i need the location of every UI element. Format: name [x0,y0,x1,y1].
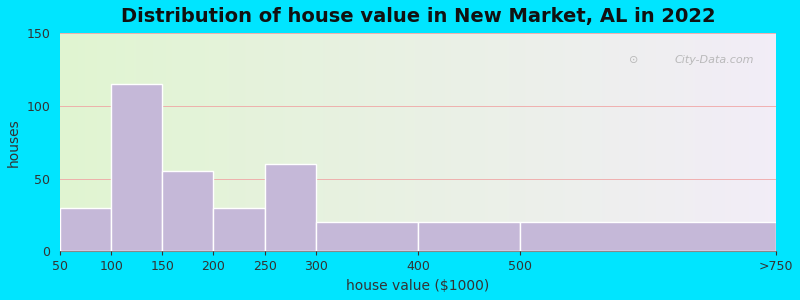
Bar [60,208,111,251]
X-axis label: house value ($1000): house value ($1000) [346,279,490,293]
Bar [418,222,520,251]
Bar [214,208,265,251]
Y-axis label: houses: houses [7,118,21,166]
Bar [520,222,776,251]
Bar [265,164,316,251]
Bar [162,171,214,251]
Text: ⊙: ⊙ [629,55,638,65]
Text: City-Data.com: City-Data.com [675,55,754,65]
Title: Distribution of house value in New Market, AL in 2022: Distribution of house value in New Marke… [121,7,715,26]
Bar [111,84,162,251]
Bar [316,222,418,251]
